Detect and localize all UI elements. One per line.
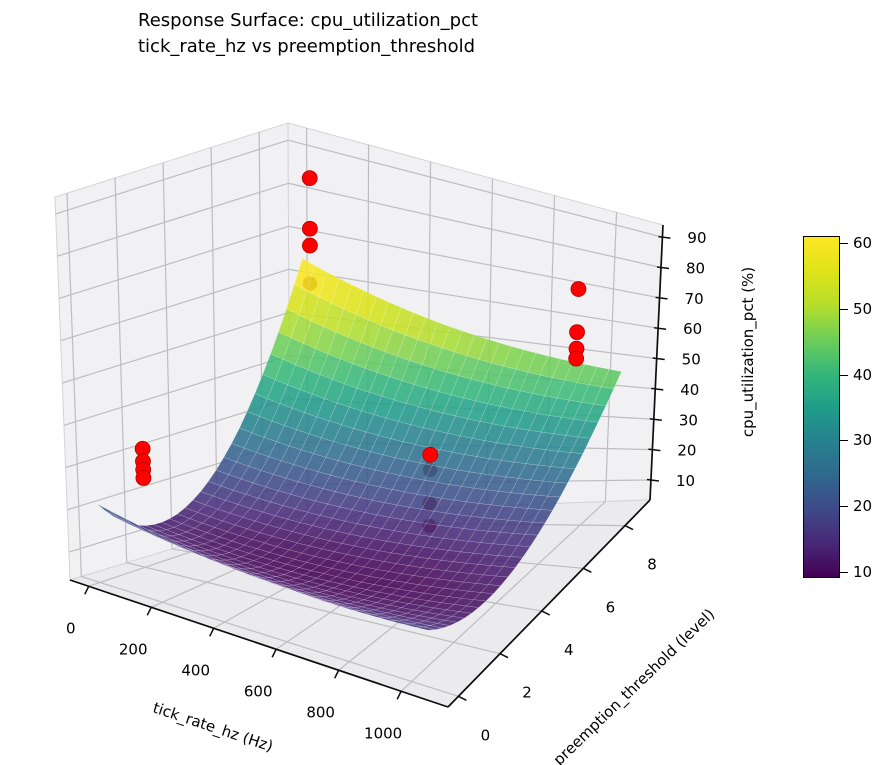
tick-label: 400: [181, 661, 210, 679]
z-axis-label: cpu_utilization_pct (%): [739, 266, 757, 438]
tick-labels: 0 200 400 600 800 1000 0 2 4 6 8 10 20 30 40 50 60 70 80 90: [66, 229, 707, 744]
scatter-point: [302, 237, 318, 254]
colorbar-tick-label: 50: [853, 299, 873, 318]
tick-label: 10: [676, 472, 695, 490]
tick-label: 1000: [364, 724, 402, 742]
colorbar-tick-label: 30: [853, 431, 873, 450]
colorbar-tick-label: 40: [853, 365, 873, 384]
scatter-point: [135, 470, 152, 486]
scatter-points: [134, 170, 587, 486]
scatter-point: [301, 220, 318, 237]
tick-label: 70: [685, 290, 704, 308]
colorbar-tick: [840, 308, 848, 310]
colorbar-tick: [840, 440, 848, 442]
colorbar-tick: [840, 506, 848, 508]
axes-spines-ticks: [69, 224, 671, 708]
colorbar: [803, 236, 840, 578]
tick-label: 0: [481, 726, 491, 744]
colorbar-tick: [840, 374, 848, 376]
colorbar-tick-label: 20: [853, 497, 873, 516]
scatter-point: [301, 170, 318, 187]
tick-label: 50: [682, 351, 701, 369]
plot-title-line2: tick_rate_hz vs preemption_threshold: [138, 36, 476, 57]
tick-label: 40: [680, 381, 699, 399]
colorbar-tick-label: 60: [853, 234, 873, 253]
tick-label: 60: [683, 320, 702, 338]
tick-label: 2: [522, 684, 532, 702]
colorbar-tick-label: 10: [853, 562, 873, 581]
scatter-point: [570, 281, 587, 297]
plot-title-line1: Response Surface: cpu_utilization_pct: [138, 10, 479, 31]
tick-label: 80: [686, 259, 705, 277]
tick-label: 200: [119, 640, 148, 658]
surface-mesh: [97, 258, 622, 631]
colorbar-tick: [840, 243, 848, 245]
scatter-point: [568, 350, 585, 367]
scatter-point: [422, 446, 439, 463]
tick-label: 30: [679, 411, 698, 429]
colorbar-tick: [840, 571, 848, 573]
scatter-point: [569, 324, 585, 341]
tick-label: 800: [306, 703, 335, 721]
tick-label: 8: [647, 556, 657, 574]
tick-label: 4: [564, 641, 574, 659]
tick-label: 6: [606, 598, 616, 616]
tick-label: 20: [677, 442, 696, 460]
tick-label: 90: [687, 229, 706, 247]
tick-label: 0: [66, 619, 76, 637]
tick-label: 600: [244, 682, 273, 700]
